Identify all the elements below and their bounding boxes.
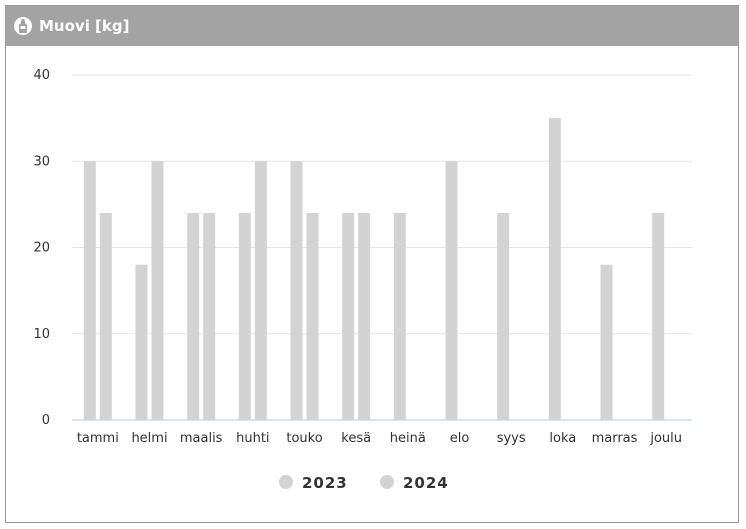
bar-2024-touko	[306, 213, 319, 420]
bar-2023-marras	[600, 264, 613, 420]
y-tick-label: 20	[33, 241, 50, 256]
bar-2023-helmi	[135, 264, 148, 420]
bar-2023-maalis	[187, 213, 200, 420]
x-tick-label: syys	[497, 431, 526, 446]
x-tick-label: huhti	[236, 431, 269, 446]
legend-marker-2023	[279, 475, 293, 489]
bar-2023-heinä	[393, 213, 406, 420]
y-tick-label: 30	[33, 154, 50, 169]
x-tick-label: touko	[286, 431, 322, 446]
legend-label-2023: 2023	[302, 474, 348, 492]
y-tick-label: 0	[42, 413, 50, 428]
bar-2024-huhti	[254, 161, 267, 420]
x-tick-label: tammi	[77, 431, 119, 446]
x-tick-label: loka	[549, 431, 576, 446]
x-tick-label: helmi	[131, 431, 167, 446]
bar-2023-syys	[497, 213, 510, 420]
x-tick-label: heinä	[390, 431, 426, 446]
chart-card: Muovi [kg]	[5, 5, 739, 523]
bar-2023-elo	[445, 161, 458, 420]
card-header: Muovi [kg]	[6, 6, 738, 46]
y-tick-label: 10	[33, 327, 50, 342]
chart-title: Muovi [kg]	[39, 17, 130, 35]
bar-2023-loka	[548, 118, 561, 420]
y-tick-label: 40	[33, 68, 50, 83]
bar-2024-tammi	[99, 213, 112, 420]
bar-2023-joulu	[652, 213, 665, 420]
x-tick-label: kesä	[341, 431, 371, 446]
legend-marker-2024	[380, 475, 394, 489]
legend-label-2024: 2024	[403, 474, 449, 492]
x-tick-label: elo	[450, 431, 470, 446]
bar-2024-kesä	[358, 213, 371, 420]
x-tick-label: marras	[592, 431, 638, 446]
x-tick-label: joulu	[649, 431, 682, 446]
bar-2024-maalis	[203, 213, 216, 420]
bar-2024-helmi	[151, 161, 164, 420]
bar-2023-huhti	[238, 213, 251, 420]
bar-2023-tammi	[83, 161, 96, 420]
bar-2023-kesä	[342, 213, 355, 420]
bar-2023-touko	[290, 161, 303, 420]
bottle-icon	[14, 17, 32, 35]
x-tick-label: maalis	[180, 431, 223, 446]
